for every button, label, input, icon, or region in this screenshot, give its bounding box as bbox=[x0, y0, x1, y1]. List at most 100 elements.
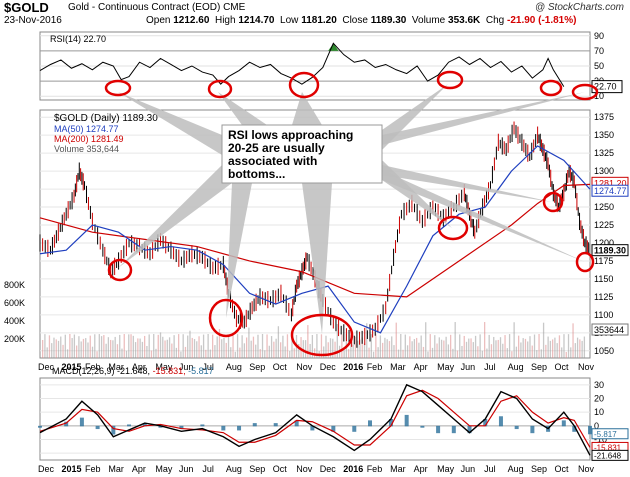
macd-value-box bbox=[591, 449, 629, 461]
macd-histogram-bar bbox=[561, 420, 566, 427]
volume-bar bbox=[309, 343, 311, 358]
volume-bar bbox=[55, 339, 57, 358]
volume-bar bbox=[368, 347, 370, 358]
volume-bar bbox=[527, 341, 529, 358]
volume-bar bbox=[114, 336, 116, 358]
volume-bar bbox=[246, 337, 248, 358]
price-tick-label: 1375 bbox=[594, 112, 614, 122]
macd-histogram-bar bbox=[237, 425, 242, 431]
volume-bar bbox=[400, 334, 402, 358]
volume-bar bbox=[386, 339, 388, 358]
volume-bar bbox=[531, 345, 533, 358]
volume-bar bbox=[175, 347, 178, 358]
volume-bar bbox=[96, 351, 98, 358]
price-x-label: May bbox=[437, 362, 455, 372]
annotation-box bbox=[221, 124, 383, 184]
open-value: 1212.60 bbox=[173, 15, 210, 26]
rsi-low-marker bbox=[104, 79, 132, 97]
volume-bar bbox=[173, 335, 175, 358]
volume-bar bbox=[144, 335, 146, 358]
volume-bar bbox=[504, 335, 506, 358]
volume-bar bbox=[357, 340, 359, 358]
stockcharts-brand: @ StockCharts.com bbox=[534, 2, 624, 13]
volume-bar bbox=[529, 336, 531, 358]
macd-histogram-bar bbox=[38, 425, 42, 428]
price-x-label: Jul bbox=[484, 362, 496, 372]
volume-bar bbox=[520, 342, 522, 358]
volume-bar bbox=[214, 345, 216, 358]
macd-histogram-bar bbox=[273, 423, 278, 427]
volume-bar bbox=[579, 339, 581, 358]
volume-bar bbox=[250, 340, 252, 358]
volume-bar bbox=[264, 350, 266, 358]
volume-axis-label: 600K bbox=[4, 298, 25, 308]
low-label: Low bbox=[280, 15, 299, 26]
macd-histogram-bar bbox=[483, 419, 488, 427]
macd-tick-label: -10 bbox=[594, 435, 607, 445]
price-x-label: Nov bbox=[578, 362, 595, 372]
rsi-low-marker bbox=[207, 79, 233, 99]
price-x-label: Mar bbox=[108, 362, 124, 372]
volume-label: Volume bbox=[411, 15, 446, 26]
macd-histogram-bar bbox=[404, 414, 409, 427]
rsi-low-marker bbox=[288, 71, 320, 99]
volume-bar bbox=[536, 350, 538, 358]
price-x-label: Sep bbox=[249, 362, 265, 372]
volume-bar bbox=[425, 322, 427, 358]
macd-histogram-bar bbox=[467, 425, 472, 434]
macd-histogram-bar bbox=[221, 425, 226, 431]
volume-bar bbox=[153, 334, 155, 358]
volume-bar bbox=[87, 342, 89, 358]
price-tick-label: 1125 bbox=[594, 292, 613, 302]
volume-bar bbox=[549, 340, 552, 358]
volume-bar bbox=[275, 338, 277, 358]
macd-histogram-bar bbox=[514, 425, 519, 430]
macd-value-box bbox=[591, 428, 629, 440]
volume-bar bbox=[495, 340, 497, 358]
volume-bar bbox=[280, 342, 282, 358]
volume-bar bbox=[107, 337, 110, 358]
volume-value: 353.6K bbox=[448, 15, 481, 26]
macd-histogram-bar bbox=[127, 424, 132, 427]
volume-bar bbox=[289, 351, 291, 358]
volume-bar bbox=[82, 338, 85, 358]
volume-bar bbox=[243, 343, 246, 358]
volume-bar bbox=[447, 344, 450, 358]
price-x-label: Feb bbox=[85, 362, 101, 372]
volume-bar bbox=[513, 322, 515, 358]
rsi-low-marker bbox=[542, 191, 564, 213]
volume-bar bbox=[359, 339, 361, 358]
price-x-label: Jul bbox=[202, 362, 214, 372]
macd-histogram-bar bbox=[158, 425, 163, 428]
price-x-label: Dec bbox=[320, 362, 337, 372]
macd-histogram-bar bbox=[294, 420, 299, 427]
price-tick-label: 1300 bbox=[594, 166, 614, 176]
change-value: -21.90 (-1.81%) bbox=[506, 15, 577, 26]
price-x-label: Apr bbox=[132, 362, 146, 372]
price-tick-label: 1175 bbox=[594, 256, 613, 266]
volume-bar bbox=[576, 337, 579, 358]
volume-bar bbox=[261, 334, 264, 358]
volume-bar bbox=[182, 334, 184, 358]
volume-bar bbox=[162, 336, 164, 358]
volume-bar bbox=[456, 350, 459, 358]
rsi-tick-label: 10 bbox=[594, 91, 604, 101]
price-tick-label: 1225 bbox=[594, 220, 614, 230]
volume-bar bbox=[168, 337, 171, 358]
volume-bar bbox=[438, 337, 440, 358]
volume-bar bbox=[563, 334, 565, 358]
chart-date: 23-Nov-2016 bbox=[4, 15, 62, 26]
annotation-callout bbox=[226, 183, 252, 318]
volume-bar bbox=[366, 323, 368, 358]
macd-x-label: May bbox=[437, 464, 455, 474]
price-x-label: Jun bbox=[179, 362, 194, 372]
rsi-legend: RSI(14) 22.70 bbox=[50, 34, 106, 44]
volume-bar bbox=[325, 335, 327, 358]
volume-bar bbox=[343, 350, 345, 358]
price-tick-label: 1250 bbox=[594, 202, 614, 212]
volume-axis-label: 200K bbox=[4, 334, 25, 344]
annotation-callout bbox=[302, 183, 332, 334]
volume-bar bbox=[393, 345, 395, 358]
volume-bar bbox=[202, 334, 205, 358]
